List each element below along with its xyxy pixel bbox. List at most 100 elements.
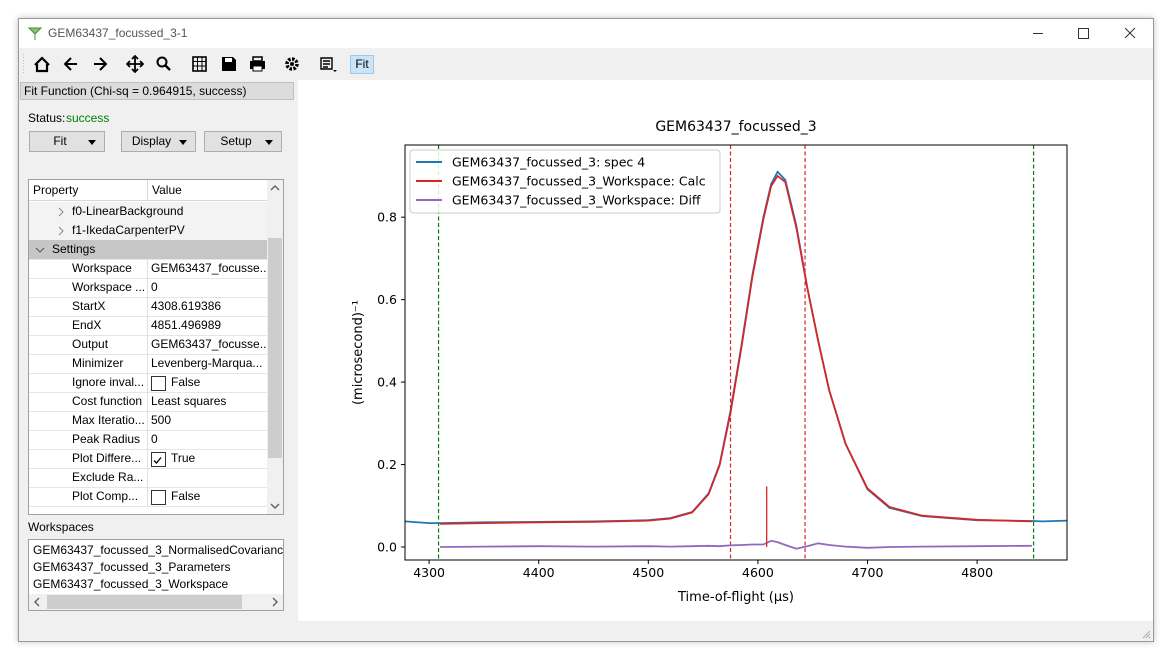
- setting-value[interactable]: Least squares: [151, 394, 227, 408]
- y-tick-label: 0.8: [377, 210, 397, 225]
- scroll-arrows[interactable]: [29, 594, 283, 610]
- status-label: Status:: [28, 111, 66, 125]
- menu-button[interactable]: Fit: [29, 131, 105, 152]
- function-row[interactable]: f1-IkedaCarpenterPV: [29, 221, 267, 241]
- setting-value[interactable]: 0: [151, 432, 158, 446]
- setting-value[interactable]: GEM63437_focusse...: [151, 261, 267, 275]
- setting-row: EndX 4851.496989: [29, 316, 267, 336]
- menu-button[interactable]: Display: [121, 131, 196, 152]
- setting-value[interactable]: Levenberg-Marqua...: [151, 356, 263, 370]
- fit-toggle[interactable]: Fit: [350, 55, 374, 74]
- cell-divider: [147, 449, 148, 468]
- setting-name: EndX: [72, 318, 102, 332]
- chart: GEM63437_focussed_3 4300 4400 4500 4600 4700 4…: [351, 119, 1068, 605]
- checkbox[interactable]: [151, 376, 166, 391]
- property-table: Property Value f0-LinearBackground f1-Ike…: [28, 179, 284, 515]
- workspace-list: GEM63437_focussed_3_NormalisedCovariance…: [28, 539, 284, 611]
- setting-name: Output: [72, 337, 109, 351]
- setting-row: Max Iteratio... 500: [29, 411, 267, 431]
- function-name: f1-IkedaCarpenterPV: [72, 223, 185, 237]
- setting-value[interactable]: 4308.619386: [151, 299, 222, 313]
- expand-arrow[interactable]: [35, 245, 45, 255]
- table-header: Property Value: [29, 180, 267, 201]
- x-tick-label: 4300: [413, 565, 445, 580]
- setting-row: Cost function Least squares: [29, 392, 267, 412]
- cell-divider: [147, 354, 148, 373]
- setting-row: Exclude Ra...: [29, 468, 267, 488]
- workspace-item[interactable]: GEM63437_focussed_3_NormalisedCovariance…: [33, 543, 284, 557]
- column-header[interactable]: Value: [147, 180, 267, 201]
- setting-value[interactable]: 0: [151, 280, 158, 294]
- scroll-thumb[interactable]: [47, 595, 242, 609]
- panel-header: Fit Function (Chi-sq = 0.964915, success…: [20, 82, 294, 100]
- scroll-arrows[interactable]: [267, 180, 283, 514]
- setting-value[interactable]: 500: [151, 413, 172, 427]
- series-line: [440, 539, 1032, 550]
- setting-name: Max Iteratio...: [72, 413, 145, 427]
- toolbar-icons[interactable]: [19, 49, 359, 79]
- setting-name: Cost function: [72, 394, 143, 408]
- series-line: [440, 174, 1032, 525]
- axes-frame: [404, 144, 1068, 561]
- chart-title: GEM63437_focussed_3: [655, 119, 816, 135]
- status-value: success: [66, 111, 110, 125]
- setting-name: Workspace ...: [72, 280, 146, 294]
- cell-divider: [147, 468, 148, 487]
- window-controls[interactable]: [1024, 19, 1153, 48]
- function-name: f0-LinearBackground: [72, 204, 184, 218]
- cell-divider: [147, 487, 148, 506]
- workspace-item[interactable]: GEM63437_focussed_3_Workspace: [33, 577, 229, 591]
- resize-grip[interactable]: [1140, 628, 1152, 640]
- legend-label: GEM63437_focussed_3_Workspace: Diff: [452, 193, 701, 208]
- setting-name: Ignore inval...: [72, 375, 145, 389]
- setting-value[interactable]: GEM63437_focusse...: [151, 337, 267, 351]
- cell-divider: [147, 316, 148, 335]
- checkbox[interactable]: [151, 452, 166, 467]
- window-title: GEM63437_focussed_3-1: [48, 26, 188, 40]
- function-row[interactable]: f0-LinearBackground: [29, 202, 267, 222]
- setting-value[interactable]: False: [171, 489, 201, 503]
- setting-value[interactable]: True: [171, 451, 196, 465]
- x-tick-label: 4600: [742, 565, 774, 580]
- x-tick-label: 4500: [632, 565, 664, 580]
- column-header[interactable]: Property: [33, 183, 79, 197]
- scroll-thumb[interactable]: [268, 238, 282, 458]
- group-name: Settings: [52, 242, 96, 256]
- app-icon: [27, 27, 43, 40]
- cell-divider: [147, 373, 148, 392]
- checkbox[interactable]: [151, 490, 166, 505]
- setting-name: Plot Comp...: [72, 489, 139, 503]
- v-scrollbar[interactable]: [267, 180, 283, 514]
- y-tick-label: 0.0: [377, 540, 397, 555]
- setting-name: Peak Radius: [72, 432, 141, 446]
- setting-name: Plot Differe...: [72, 451, 142, 465]
- h-scrollbar[interactable]: [29, 594, 283, 610]
- y-axis-label: (microsecond)⁻¹: [351, 300, 366, 405]
- cell-divider: [147, 392, 148, 411]
- legend-label: GEM63437_focussed_3: spec 4: [452, 155, 645, 170]
- menu-button[interactable]: Setup: [204, 131, 282, 152]
- setting-row: Plot Comp... False: [29, 487, 267, 507]
- workspaces-label: Workspaces: [28, 520, 94, 534]
- settings-group[interactable]: Settings: [29, 240, 267, 260]
- setting-value[interactable]: 4851.496989: [151, 318, 222, 332]
- setting-name: Minimizer: [72, 356, 124, 370]
- cell-divider: [147, 335, 148, 354]
- legend-label: GEM63437_focussed_3_Workspace: Calc: [452, 174, 706, 189]
- setting-row: Minimizer Levenberg-Marqua...: [29, 354, 267, 374]
- expand-arrow[interactable]: [56, 207, 66, 217]
- cell-divider: [147, 430, 148, 449]
- y-tick-label: 0.2: [377, 457, 397, 472]
- x-axis-label: Time-of-flight (μs): [677, 590, 794, 605]
- cell-divider: [147, 297, 148, 316]
- title-bar: GEM63437_focussed_3-1: [19, 19, 1153, 48]
- workspace-item[interactable]: GEM63437_focussed_3_Parameters: [33, 560, 231, 574]
- x-tick-label: 4800: [961, 565, 993, 580]
- y-tick-label: 0.6: [377, 292, 397, 307]
- expand-arrow[interactable]: [56, 226, 66, 236]
- setting-name: StartX: [72, 299, 106, 313]
- setting-value[interactable]: False: [171, 375, 201, 389]
- setting-row: Output GEM63437_focusse...: [29, 335, 267, 355]
- check-mark: [153, 457, 162, 464]
